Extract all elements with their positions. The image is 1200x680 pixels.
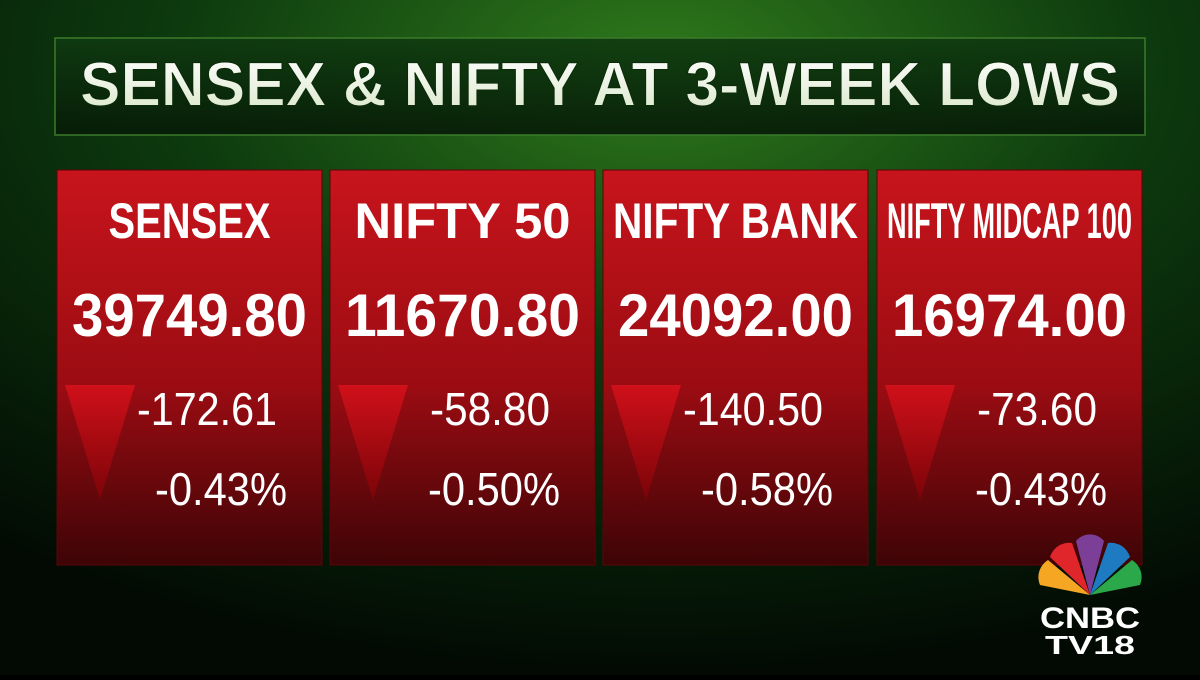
down-arrow bbox=[885, 385, 955, 500]
index-card: NIFTY 50 11670.80 -58.80 -0.50% bbox=[329, 169, 596, 566]
peacock bbox=[1038, 534, 1142, 595]
cards: SENSEX 39749.80 -172.61 -0.43% NIFTY 50 11670… bbox=[56, 169, 1143, 566]
index-percent: -0.58% bbox=[701, 463, 833, 515]
title: SENSEX & NIFTY AT 3-WEEK LOWS bbox=[80, 50, 1120, 119]
index-percent: -0.43% bbox=[155, 463, 287, 515]
index-percent: -0.43% bbox=[975, 463, 1107, 515]
card-background bbox=[329, 169, 596, 566]
index-change: -140.50 bbox=[683, 383, 823, 435]
index-value: 39749.80 bbox=[72, 282, 307, 349]
down-arrow bbox=[65, 385, 135, 500]
card-background bbox=[56, 169, 323, 566]
index-change: -172.61 bbox=[137, 383, 277, 435]
index-card: SENSEX 39749.80 -172.61 -0.43% bbox=[56, 169, 323, 566]
down-arrow bbox=[611, 385, 681, 500]
card-background bbox=[602, 169, 869, 566]
index-name: SENSEX bbox=[109, 193, 271, 249]
index-value: 11670.80 bbox=[345, 282, 580, 349]
logo: CNBC TV18 bbox=[1038, 534, 1142, 660]
logo-channel: TV18 bbox=[1045, 630, 1135, 660]
index-name: NIFTY BANK bbox=[613, 193, 858, 249]
index-value: 24092.00 bbox=[618, 282, 853, 349]
index-value: 16974.00 bbox=[892, 282, 1127, 349]
logo-brand: CNBC bbox=[1040, 602, 1140, 635]
index-change: -58.80 bbox=[430, 383, 550, 435]
index-percent: -0.50% bbox=[428, 463, 560, 515]
card-background bbox=[876, 169, 1143, 566]
index-name: NIFTY 50 bbox=[355, 193, 571, 249]
index-card: NIFTY MIDCAP 100 16974.00 -73.60 -0.43% bbox=[876, 169, 1143, 566]
down-arrow bbox=[338, 385, 408, 500]
title-banner bbox=[54, 37, 1146, 136]
index-change: -73.60 bbox=[977, 383, 1097, 435]
index-name: NIFTY MIDCAP 100 bbox=[887, 193, 1132, 249]
index-card: NIFTY BANK 24092.00 -140.50 -0.58% bbox=[602, 169, 869, 566]
